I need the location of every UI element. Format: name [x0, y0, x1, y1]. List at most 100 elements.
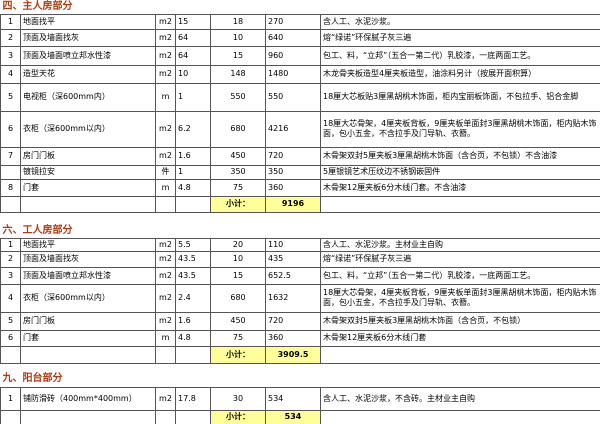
blank-cell: [20, 195, 156, 213]
item-price: 30: [210, 386, 266, 411]
item-name: 顶面及墙面找灰: [20, 28, 156, 47]
item-price: 75: [210, 329, 266, 347]
item-total: 1632: [265, 283, 321, 313]
item-price: 148: [210, 64, 266, 84]
item-total: 1480: [265, 64, 321, 84]
item-unit: m: [155, 178, 176, 197]
item-price: 20: [210, 237, 266, 252]
item-no: 6: [0, 110, 21, 148]
blank-cell: [175, 409, 211, 424]
item-total: 435: [265, 250, 321, 268]
item-no: 1: [0, 237, 21, 252]
item-note: 熔“绿诺”环保腻子灰三遍: [319, 250, 600, 268]
item-row: 7 房门门板 m2 1.6 450 720 木骨架双封5厘夹板3厘黑胡桃木饰面（含合页，不包…: [0, 146, 600, 166]
blank-cell: [155, 409, 176, 424]
item-total: 534: [265, 386, 321, 411]
item-unit: m2: [155, 311, 176, 331]
item-name: 衣柜（深600mm以内）: [20, 283, 156, 313]
item-qty: 4.8: [175, 178, 211, 197]
item-total: 550: [265, 82, 321, 112]
item-unit: m2: [155, 237, 176, 252]
blank-cell: [155, 195, 176, 213]
section-title: 六、工人房部分: [2, 224, 73, 236]
item-note: 含人工、水泥沙浆。主材业主自购: [319, 237, 600, 252]
item-qty: 2.4: [175, 283, 211, 313]
item-name: 顶面及墙面喷立邦水性漆: [20, 266, 156, 285]
item-note: 包工、料，“立邦”（五合一第二代）乳胶漆，一底两面工艺。: [319, 266, 600, 285]
item-qty: 15: [175, 13, 211, 30]
item-note: 木骨架双封5厘夹板3厘黑胡桃木饰面（含合页，不包锁）: [319, 311, 600, 331]
section-title: 四、主人房部分: [2, 0, 73, 12]
item-price: 10: [210, 28, 266, 47]
item-note: 18厘大芯板贴3厘黑胡桃木饰面，柜内宝丽板饰面，不包拉手、铝合金脚: [319, 82, 600, 112]
subtotal-value: 534: [265, 409, 321, 424]
blank-cell: [20, 345, 156, 364]
item-row: 6 衣柜（深600mm以内） m2 6.2 680 4216 18厘大芯骨架，4厘夹板背板，…: [0, 110, 600, 148]
item-row: 1 地面找平 m2 5.5 20 110 含人工、水泥沙浆。主材业主自购: [0, 237, 600, 252]
item-unit: m2: [155, 110, 176, 148]
item-unit: m: [155, 82, 176, 112]
subtotal-label: 小计：: [210, 195, 266, 213]
item-price: 350: [210, 164, 266, 180]
item-row: 3 顶面及墙面喷立邦水性漆 m2 43.5 15 652.5 包工、料，“立邦”（五合一第二…: [0, 266, 600, 285]
blank-cell: [175, 345, 211, 364]
item-price: 450: [210, 146, 266, 166]
item-price: 75: [210, 178, 266, 197]
item-unit: m2: [155, 386, 176, 411]
item-total: 720: [265, 311, 321, 331]
item-no: 6: [0, 329, 21, 347]
item-unit: m2: [155, 64, 176, 84]
item-name: 房门门板: [20, 311, 156, 331]
item-name: 门套: [20, 329, 156, 347]
item-no: 8: [0, 178, 21, 197]
item-unit: m2: [155, 283, 176, 313]
item-qty: 6.2: [175, 110, 211, 148]
item-note: 18厘大芯骨架，4厘夹板背板，9厘夹板单面封3厘黑胡桃木饰面，柜内贴木饰面，包小…: [319, 110, 600, 148]
gap: [1, 212, 600, 224]
item-note: 含人工、水泥沙浆，不含砖。主材业主自购: [319, 386, 600, 411]
item-qty: 43.5: [175, 250, 211, 268]
item-qty: 1: [175, 164, 211, 180]
item-name: 铺防滑砖（400mm*400mm）: [20, 386, 156, 411]
item-price: 10: [210, 250, 266, 268]
item-total: 360: [265, 329, 321, 347]
item-total: 652.5: [265, 266, 321, 285]
item-name: 顶面及墙面喷立邦水性漆: [20, 45, 156, 66]
item-name: 衣柜（深600mm以内）: [20, 110, 156, 148]
item-name: 地面找平: [20, 13, 156, 30]
item-note: 5厘银镜艺术压纹边不锈钢嵌固件: [319, 164, 600, 180]
sec: 六、工人房部分: [1, 224, 600, 238]
item-row: 2 顶面及墙面找灰 m2 64 10 640 熔“绿诺”环保腻子灰三遍: [0, 28, 600, 47]
item-row: 2 顶面及墙面找灰 m2 43.5 10 435 熔“绿诺”环保腻子灰三遍: [0, 250, 600, 268]
item-unit: m2: [155, 13, 176, 30]
item-name: 镀镜拉安: [20, 164, 156, 180]
spacer: [1, 212, 600, 224]
item-total: 360: [265, 178, 321, 197]
item-qty: 10: [175, 64, 211, 84]
gap: [1, 363, 600, 371]
item-qty: 64: [175, 45, 211, 66]
item-note: 熔“绿诺”环保腻子灰三遍: [319, 28, 600, 47]
section-title: 九、阳台部分: [2, 372, 63, 384]
spacer: [1, 363, 600, 371]
item-unit: m2: [155, 266, 176, 285]
item-no: 5: [0, 82, 21, 112]
item-qty: 4.8: [175, 329, 211, 347]
item-row: 镀镜拉安件 1 350 350 5厘银镜艺术压纹边不锈钢嵌固件: [0, 164, 600, 180]
item-total: 960: [265, 45, 321, 66]
item-unit: 件: [155, 164, 176, 180]
item-row: 6 门套 m 4.8 75 360 木骨架12厘夹板6分木线门套: [0, 329, 600, 347]
item-total: 640: [265, 28, 321, 47]
item-price: 15: [210, 45, 266, 66]
item-no: 3: [0, 45, 21, 66]
item-qty: 1.6: [175, 311, 211, 331]
blank-cell: [0, 409, 21, 424]
subtotal-row: 小计： 3909.5: [0, 345, 600, 364]
item-no: 5: [0, 311, 21, 331]
item-unit: m: [155, 329, 176, 347]
item-row: 4 衣柜（深600mm以内） m2 2.4 680 1632 18厘大芯骨架，4厘夹板背板，…: [0, 283, 600, 313]
item-note: 木骨架双封5厘夹板3厘黑胡桃木饰面（含合页，不包锁）不含油漆: [319, 146, 600, 166]
item-price: 450: [210, 311, 266, 331]
item-price: 680: [210, 110, 266, 148]
item-total: 110: [265, 237, 321, 252]
